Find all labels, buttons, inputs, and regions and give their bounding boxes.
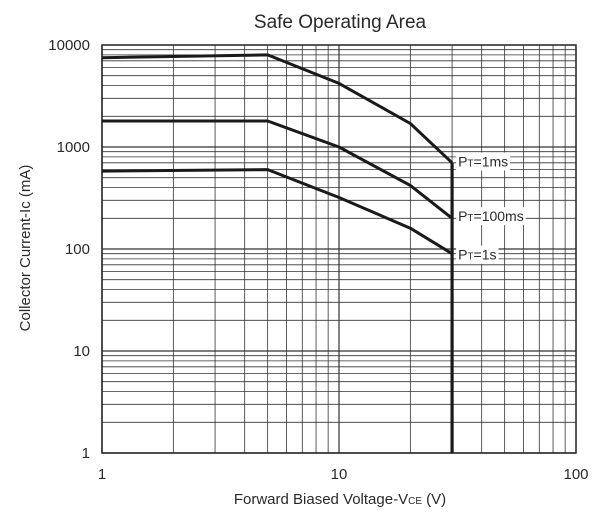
y-tick-label: 100 xyxy=(65,241,90,258)
y-tick-label: 1000 xyxy=(57,139,90,156)
grid xyxy=(101,45,576,454)
annotation-subscript: T xyxy=(467,159,473,170)
annotation-value: =1s xyxy=(474,247,497,263)
y-tick-label: 10000 xyxy=(48,37,90,54)
y-axis-label: Collector Current-Ic (mA) xyxy=(17,165,34,332)
x-axis-label: Forward Biased Voltage-VCE (V) xyxy=(234,491,446,508)
series-annotation: PT=1ms xyxy=(456,152,511,171)
annotation-background xyxy=(456,207,526,226)
y-tick-label: 10 xyxy=(73,343,90,360)
x-axis-label-sub: CE xyxy=(408,496,422,507)
series-line xyxy=(101,53,454,164)
series-annotation: PT=1s xyxy=(456,245,499,264)
annotation-prefix: P xyxy=(458,154,467,170)
annotation-label: PT=1s xyxy=(458,247,496,263)
annotation-value: =1ms xyxy=(474,154,509,170)
series-layer xyxy=(101,53,454,453)
x-axis-label-main: Forward Biased Voltage-V xyxy=(234,491,408,508)
chart-title: Safe Operating Area xyxy=(254,12,427,33)
annotation-background xyxy=(456,152,511,171)
series-line xyxy=(102,119,454,220)
annotation-subscript: T xyxy=(467,252,473,263)
x-tick-labels: 1 10 100 xyxy=(98,466,589,483)
x-tick-label: 1 xyxy=(98,466,106,483)
x-tick-label: 10 xyxy=(331,466,348,483)
annotation-background xyxy=(456,245,499,264)
plot-frame xyxy=(101,44,577,454)
x-axis-label-unit: (V) xyxy=(422,491,446,508)
y-tick-labels: 1 10 100 1000 10000 xyxy=(48,37,90,462)
series-annotation: PT=100ms xyxy=(456,207,526,226)
x-tick-label: 100 xyxy=(563,466,588,483)
y-tick-label: 1 xyxy=(82,445,90,462)
annotation-prefix: P xyxy=(458,208,467,224)
annotation-value: =100ms xyxy=(474,208,524,224)
annotation-prefix: P xyxy=(458,247,467,263)
series-line xyxy=(101,168,453,255)
annotation-subscript: T xyxy=(467,213,473,224)
annotation-label: PT=1ms xyxy=(458,154,508,170)
annotation-label: PT=100ms xyxy=(458,208,524,224)
